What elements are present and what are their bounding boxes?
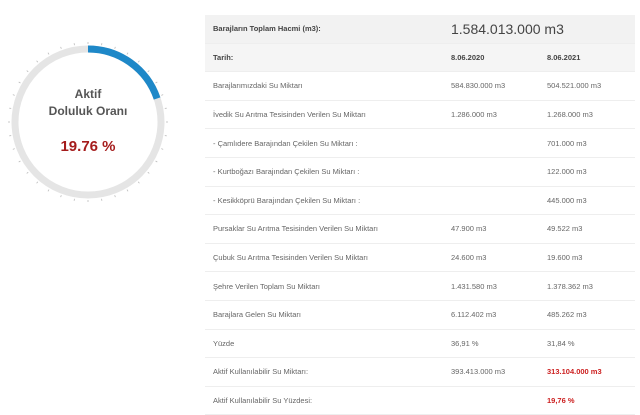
gauge-tick xyxy=(155,160,158,163)
table-row: - Kesikköprü Barajından Çekilen Su Mikta… xyxy=(205,186,635,216)
date-col2: 8.06.2021 xyxy=(539,43,635,73)
row-value-2020: 393.413.000 m3 xyxy=(443,357,539,387)
row-value-2021: 485.262 m3 xyxy=(539,300,635,330)
gauge-tick xyxy=(161,148,164,150)
row-value-2021: 49.522 m3 xyxy=(539,214,635,244)
gauge-fill xyxy=(11,45,165,199)
table-row: Aktif Kullanılabilir Su Miktarı: 393.413.… xyxy=(205,357,635,387)
table-header-row: Barajların Toplam Hacmi (m3): 1.584.013.… xyxy=(205,15,635,44)
row-value-2020 xyxy=(443,157,539,187)
gauge-ring xyxy=(8,42,168,202)
row-value-2020: 584.830.000 m3 xyxy=(443,71,539,101)
gauge-tick xyxy=(137,181,140,184)
row-value-2021: 504.521.000 m3 xyxy=(539,71,635,101)
row-value-2021: 445.000 m3 xyxy=(539,186,635,216)
row-value-2021: 19,76 % xyxy=(539,386,635,415)
table-row: - Çamlıdere Barajından Çekilen Su Miktar… xyxy=(205,128,635,158)
row-label: - Kurtboğazı Barajından Çekilen Su Mikta… xyxy=(205,157,443,187)
gauge-tick xyxy=(47,189,50,192)
row-label: Aktif Kullanılabilir Su Miktarı: xyxy=(205,357,443,387)
date-label: Tarih: xyxy=(205,43,443,73)
gauge-tick xyxy=(126,52,129,55)
total-volume-value: 1.584.013.000 m3 xyxy=(443,15,635,44)
row-value-2020: 36,91 % xyxy=(443,329,539,359)
row-value-2020 xyxy=(443,386,539,415)
table-row: - Kurtboğazı Barajından Çekilen Su Mikta… xyxy=(205,157,635,187)
table-row: Şehre Verilen Toplam Su Miktarı 1.431.580… xyxy=(205,271,635,301)
gauge-tick xyxy=(18,160,21,163)
table-row: Barajlara Gelen Su Miktarı 6.112.402 m3 48… xyxy=(205,300,635,330)
gauge-label-line2: Doluluk Oranı xyxy=(48,104,128,118)
table-row: Aktif Kullanılabilir Su Yüzdesi: 19,76 % xyxy=(205,386,635,415)
gauge-tick xyxy=(12,148,15,150)
row-label: Şehre Verilen Toplam Su Miktarı xyxy=(205,271,443,301)
row-value-2020: 6.112.402 m3 xyxy=(443,300,539,330)
doluluk-gauge: Aktif Doluluk Oranı 19.76 % xyxy=(8,42,168,202)
row-label: - Kesikköprü Barajından Çekilen Su Mikta… xyxy=(205,186,443,216)
row-value-2021: 31,84 % xyxy=(539,329,635,359)
baraj-table: Barajların Toplam Hacmi (m3): 1.584.013.… xyxy=(205,15,635,415)
row-value-2021: 19.600 m3 xyxy=(539,243,635,273)
gauge-tick xyxy=(161,94,164,96)
row-value-2021: 701.000 m3 xyxy=(539,128,635,158)
row-label: Çubuk Su Arıtma Tesisinden Verilen Su Mi… xyxy=(205,243,443,273)
row-value-2021: 1.268.000 m3 xyxy=(539,100,635,130)
gauge-tick xyxy=(155,81,158,84)
gauge-tick xyxy=(36,60,39,63)
row-label: Yüzde xyxy=(205,329,443,359)
row-value-2020 xyxy=(443,186,539,216)
table-row: Pursaklar Su Arıtma Tesisinden Verilen S… xyxy=(205,214,635,244)
gauge-tick xyxy=(47,52,50,55)
gauge-tick xyxy=(126,189,129,192)
row-value-2020: 47.900 m3 xyxy=(443,214,539,244)
table-row: Çubuk Su Arıtma Tesisinden Verilen Su Mi… xyxy=(205,243,635,273)
gauge-value: 19.76 % xyxy=(60,138,116,155)
gauge-tick xyxy=(18,81,21,84)
row-value-2020: 24.600 m3 xyxy=(443,243,539,273)
row-label: Aktif Kullanılabilir Su Yüzdesi: xyxy=(205,386,443,415)
gauge-tick xyxy=(60,46,62,49)
gauge-tick xyxy=(114,195,116,198)
row-value-2021: 313.104.000 m3 xyxy=(539,357,635,387)
row-value-2020 xyxy=(443,128,539,158)
gauge-tick xyxy=(12,94,15,96)
row-label: - Çamlıdere Barajından Çekilen Su Miktar… xyxy=(205,128,443,158)
gauge-tick xyxy=(26,171,29,174)
date-row: Tarih: 8.06.2020 8.06.2021 xyxy=(205,43,635,73)
gauge-tick xyxy=(147,70,150,73)
row-label: Barajlara Gelen Su Miktarı xyxy=(205,300,443,330)
gauge-label: Aktif Doluluk Oranı xyxy=(8,86,168,120)
total-volume-label: Barajların Toplam Hacmi (m3): xyxy=(205,15,443,44)
row-value-2020: 1.431.580 m3 xyxy=(443,271,539,301)
table-row: Yüzde 36,91 % 31,84 % xyxy=(205,329,635,359)
row-label: İvedik Su Arıtma Tesisinden Verilen Su M… xyxy=(205,100,443,130)
gauge-tick xyxy=(114,46,116,49)
row-value-2020: 1.286.000 m3 xyxy=(443,100,539,130)
gauge-ticks xyxy=(8,42,168,202)
gauge-tick xyxy=(137,60,140,63)
gauge-tick xyxy=(147,171,150,174)
gauge-label-line1: Aktif xyxy=(74,87,102,101)
row-value-2021: 1.378.362 m3 xyxy=(539,271,635,301)
table-row: İvedik Su Arıtma Tesisinden Verilen Su M… xyxy=(205,100,635,130)
date-col1: 8.06.2020 xyxy=(443,43,539,73)
row-label: Pursaklar Su Arıtma Tesisinden Verilen S… xyxy=(205,214,443,244)
row-value-2021: 122.000 m3 xyxy=(539,157,635,187)
row-label: Barajlarımızdaki Su Miktarı xyxy=(205,71,443,101)
table-row: Barajlarımızdaki Su Miktarı 584.830.000 m… xyxy=(205,71,635,101)
gauge-tick xyxy=(36,181,39,184)
gauge-tick xyxy=(60,195,62,198)
gauge-tick xyxy=(26,70,29,73)
